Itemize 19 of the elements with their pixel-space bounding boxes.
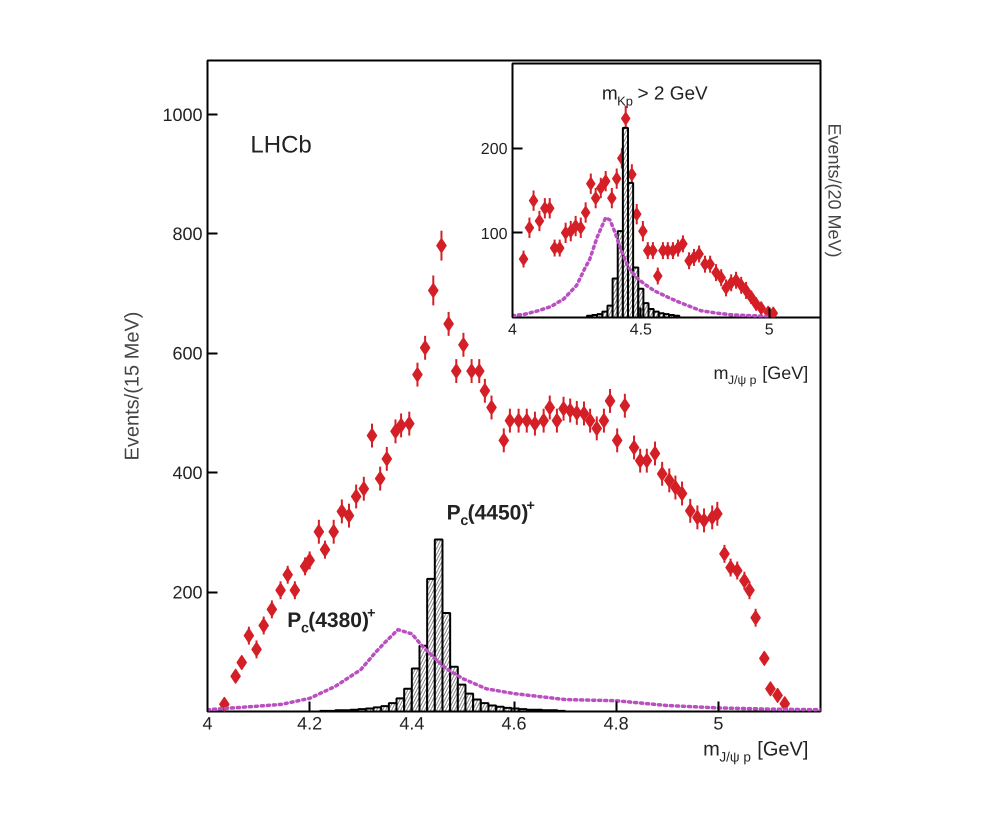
y-tick-label: 200 — [480, 141, 508, 158]
y-axis-title: Events/(20 MeV) — [824, 123, 844, 258]
x-tick-label: 4.2 — [297, 714, 322, 734]
x-tick-label: 4.6 — [501, 714, 527, 734]
x-tick-label: 4.4 — [399, 714, 424, 734]
x-tick-label: 5 — [713, 714, 724, 734]
y-tick-label: 800 — [172, 224, 203, 244]
y-tick-label: 200 — [172, 582, 203, 603]
y-axis-title: Events/(15 MeV) — [121, 312, 144, 460]
x-tick-label: 4.5 — [630, 322, 652, 338]
y-tick-label: 100 — [480, 226, 508, 243]
x-tick-label: 5 — [764, 322, 774, 338]
y-tick-label: 1000 — [162, 104, 203, 125]
x-tick-label: 4.8 — [604, 714, 629, 734]
y-tick-label: 400 — [172, 463, 203, 484]
x-tick-label: 4 — [508, 322, 518, 338]
annotation: LHCb — [250, 132, 312, 159]
y-tick-label: 600 — [172, 344, 203, 364]
x-tick-label: 4 — [202, 714, 213, 734]
